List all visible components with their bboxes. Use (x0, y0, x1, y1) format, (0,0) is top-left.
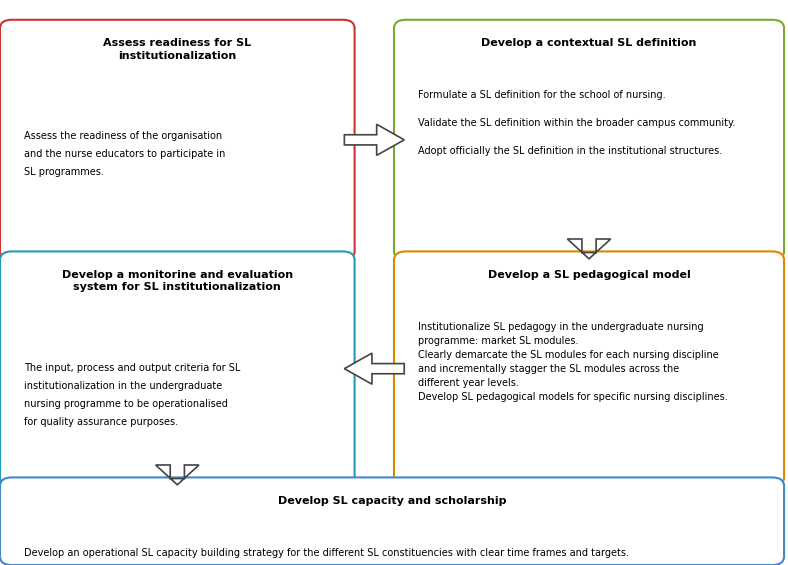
Polygon shape (344, 353, 404, 384)
Text: The input, process and output criteria for SL
institutionalization in the underg: The input, process and output criteria f… (24, 363, 240, 427)
FancyBboxPatch shape (0, 477, 784, 565)
FancyBboxPatch shape (0, 20, 355, 260)
Text: Develop an operational SL capacity building strategy for the different SL consti: Develop an operational SL capacity build… (24, 548, 629, 565)
Polygon shape (155, 465, 199, 485)
FancyBboxPatch shape (394, 251, 784, 486)
Polygon shape (344, 124, 404, 155)
Text: Develop SL capacity and scholarship: Develop SL capacity and scholarship (278, 496, 506, 506)
Text: Develop a SL pedagogical model: Develop a SL pedagogical model (488, 270, 690, 280)
Text: Assess the readiness of the organisation
and the nurse educators to participate : Assess the readiness of the organisation… (24, 131, 225, 177)
Text: Assess readiness for SL
institutionalization: Assess readiness for SL institutionaliza… (103, 38, 251, 61)
FancyBboxPatch shape (0, 251, 355, 486)
Text: Develop a monitorine and evaluation
system for SL institutionalization: Develop a monitorine and evaluation syst… (61, 270, 293, 293)
Text: Develop a contextual SL definition: Develop a contextual SL definition (481, 38, 697, 49)
Text: Institutionalize SL pedagogy in the undergraduate nursing
programme: market SL m: Institutionalize SL pedagogy in the unde… (418, 322, 727, 402)
Polygon shape (567, 239, 611, 259)
FancyBboxPatch shape (394, 20, 784, 260)
Text: Formulate a SL definition for the school of nursing.

Validate the SL definition: Formulate a SL definition for the school… (418, 90, 735, 157)
